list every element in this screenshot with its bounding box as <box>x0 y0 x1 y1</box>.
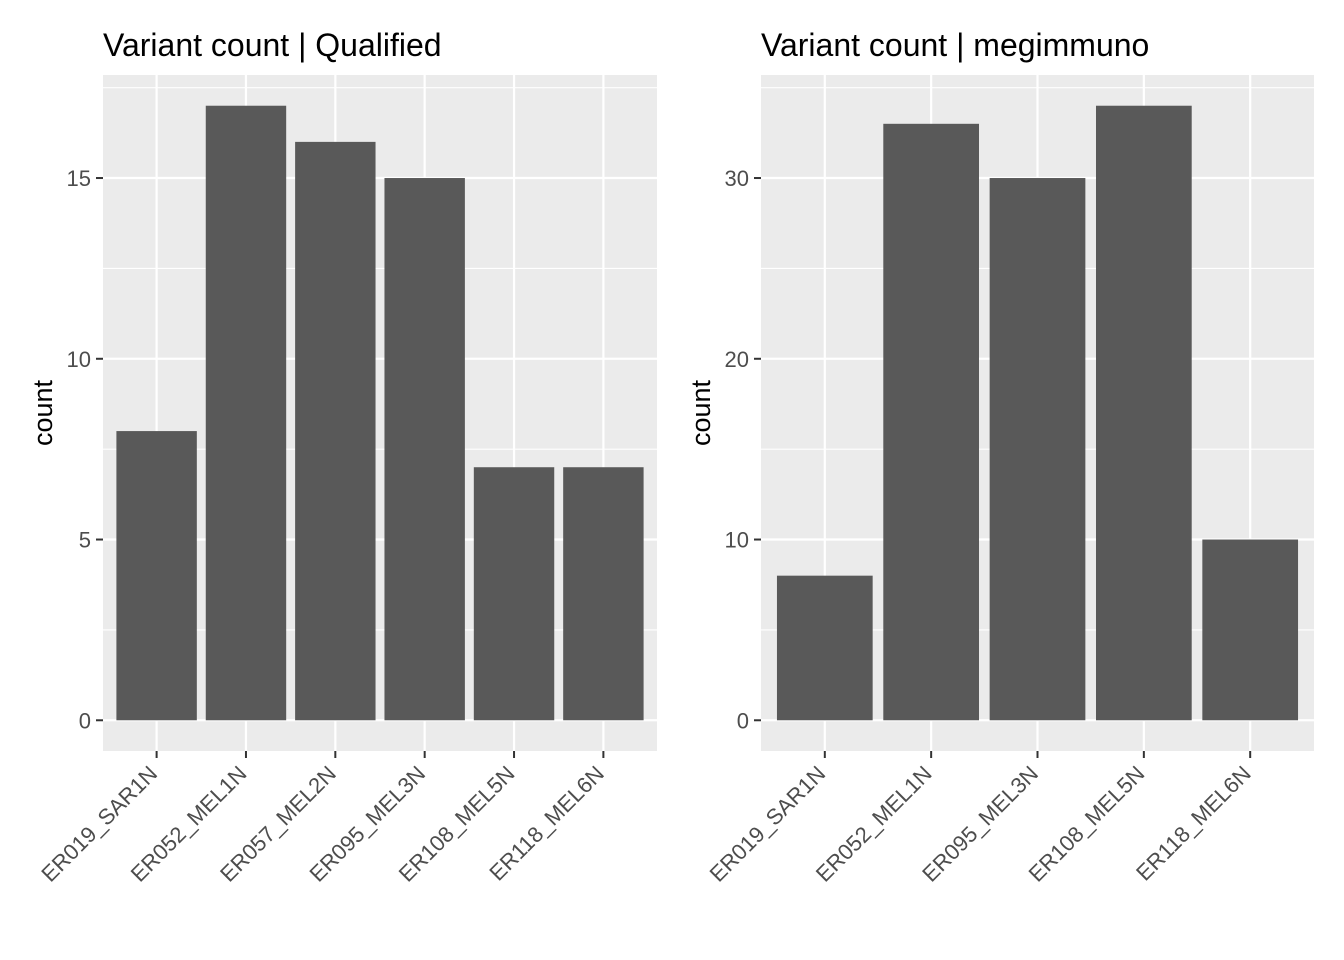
bar-er052_mel1n <box>883 123 980 721</box>
y-tick-label: 5 <box>79 528 91 553</box>
y-axis-label: count <box>28 379 58 446</box>
chart-panel-1: 051015ER019_SAR1NER052_MEL1NER057_MEL2NE… <box>28 27 657 887</box>
chart-panel-2: 0102030ER019_SAR1NER052_MEL1NER095_MEL3N… <box>686 27 1314 887</box>
bar-er019_sar1n <box>116 431 197 721</box>
bar-er019_sar1n <box>776 575 873 721</box>
y-tick-label: 20 <box>725 347 749 372</box>
y-tick-label: 30 <box>725 166 749 191</box>
bar-er108_mel5n <box>1095 105 1192 721</box>
y-tick-label: 10 <box>725 528 749 553</box>
bar-er118_mel6n <box>1202 539 1299 721</box>
bar-er052_mel1n <box>205 105 287 721</box>
y-tick-label: 10 <box>67 347 91 372</box>
y-tick-label: 0 <box>79 708 91 733</box>
bar-er095_mel3n <box>989 178 1086 721</box>
chart-title: Variant count | Qualified <box>103 27 442 63</box>
y-tick-label: 0 <box>737 708 749 733</box>
y-tick-label: 15 <box>67 166 91 191</box>
bar-er057_mel2n <box>295 141 376 721</box>
bar-er108_mel5n <box>473 467 555 721</box>
chart-title: Variant count | megimmuno <box>761 27 1149 63</box>
bar-er118_mel6n <box>563 467 644 721</box>
y-axis-label: count <box>686 379 716 446</box>
x-tick-label: ER118_MEL6N <box>1131 761 1256 886</box>
bar-er095_mel3n <box>384 178 465 721</box>
